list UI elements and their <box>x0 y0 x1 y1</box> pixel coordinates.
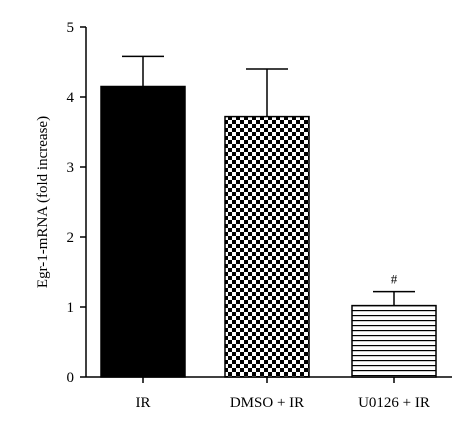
bar <box>224 115 310 378</box>
x-tick-label: DMSO + IR <box>230 395 304 411</box>
bar <box>351 304 437 378</box>
y-tick-label: 2 <box>67 230 75 246</box>
y-axis-title: Egr-1-mRNA (fold increase) <box>35 116 51 288</box>
bar <box>100 85 186 378</box>
y-tick-label: 1 <box>67 300 75 316</box>
y-tick-label: 3 <box>67 160 75 176</box>
significance-marker: # <box>391 272 398 287</box>
y-tick-label: 5 <box>67 20 75 36</box>
x-tick-label: IR <box>136 395 151 411</box>
x-tick-label: U0126 + IR <box>358 395 430 411</box>
y-tick-label: 0 <box>67 370 75 386</box>
bars <box>100 55 437 378</box>
y-tick-label: 4 <box>67 90 75 106</box>
labels: 0 1 2 3 4 5 Egr-1-mRNA (fold increase) IR DMSO +… <box>35 20 430 411</box>
